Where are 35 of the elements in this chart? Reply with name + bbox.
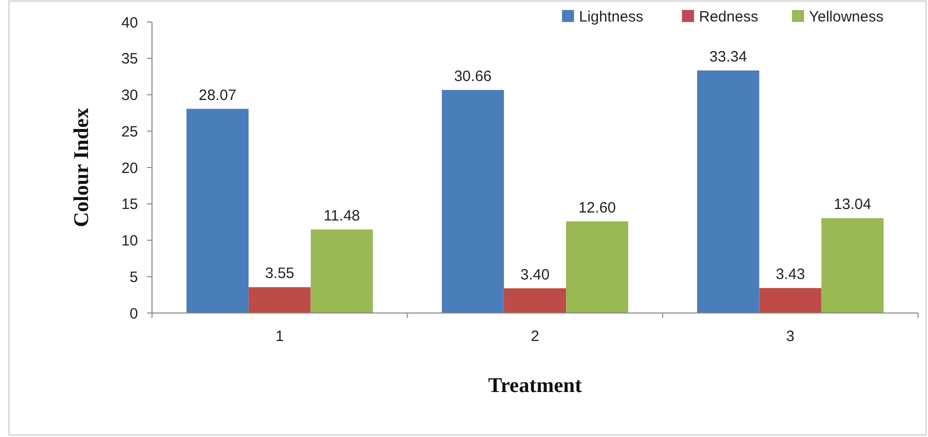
x-tick-label: 2: [530, 328, 540, 345]
y-tick-label: 5: [130, 268, 138, 286]
bar: [248, 287, 311, 313]
y-tick-label: 25: [121, 123, 138, 140]
text: 28.07: [198, 86, 236, 104]
text: 3.55: [265, 265, 294, 282]
x-tick-label: 1: [275, 328, 284, 345]
bar: [821, 218, 884, 313]
y-tick-label: 20: [121, 160, 138, 177]
y-tick-label: 15: [121, 196, 138, 214]
text: 12.60: [578, 199, 616, 216]
bar: [504, 288, 566, 313]
bar: [566, 221, 628, 313]
bar: [186, 108, 249, 313]
text: 13.04: [834, 196, 872, 214]
legend-label: Redness: [699, 8, 758, 26]
x-tick-label: 3: [786, 328, 795, 345]
text: 3.43: [776, 266, 805, 284]
text: 30.66: [454, 68, 492, 85]
text: 33.34: [709, 48, 747, 66]
bar: [697, 70, 760, 313]
text: 11.48: [324, 207, 360, 224]
y-tick-label: 35: [121, 50, 138, 68]
text: 3.40: [520, 266, 550, 284]
legend-label: Lightness: [579, 8, 644, 26]
bar: [442, 90, 504, 313]
y-tick-label: 40: [121, 14, 138, 32]
x-axis-title: Treatment: [488, 373, 582, 397]
bar: [759, 288, 822, 313]
y-axis-title: Colour Index: [69, 107, 93, 228]
y-tick-label: 30: [121, 87, 138, 104]
y-tick-label: 10: [121, 232, 138, 250]
bar: [310, 229, 373, 313]
y-tick-label: 0: [130, 305, 138, 322]
legend-label: Yellowness: [809, 8, 884, 26]
